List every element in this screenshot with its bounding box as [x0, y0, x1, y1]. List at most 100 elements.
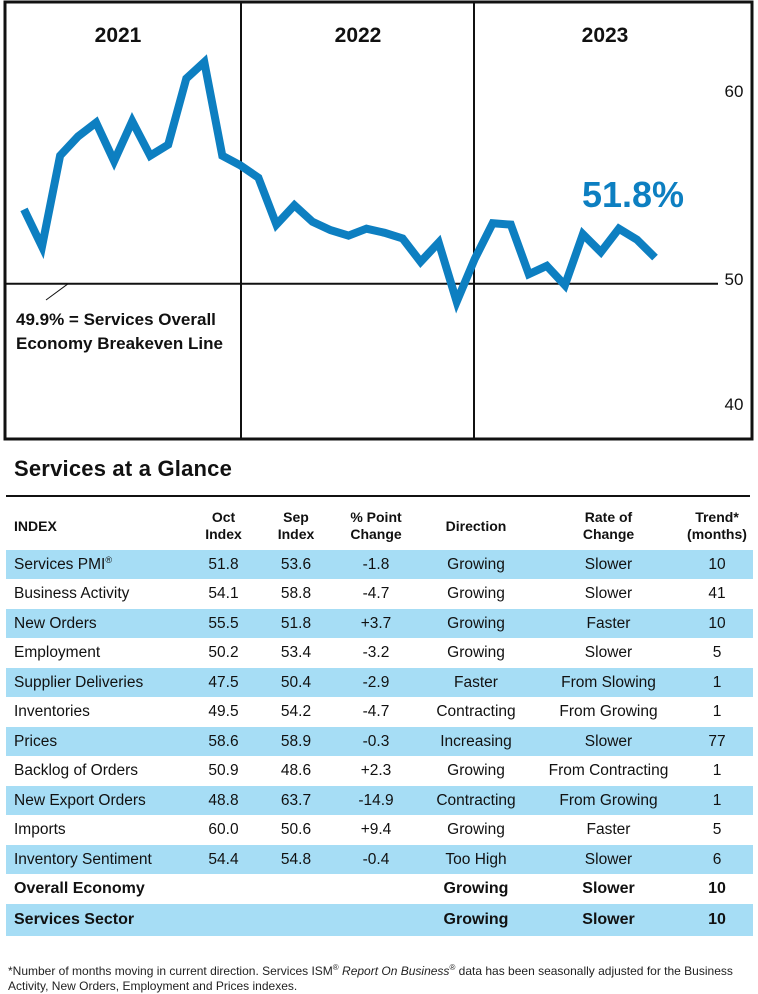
- cell-name: Prices: [6, 727, 191, 757]
- cell-change-text: -14.9: [358, 792, 393, 809]
- cell-trend: 1: [681, 668, 753, 698]
- cell-trend-text: 5: [713, 821, 722, 838]
- cell-oct: 60.0: [191, 815, 256, 845]
- cell-sep-text: 53.4: [281, 644, 311, 661]
- year-label-2021: 2021: [95, 24, 142, 47]
- cell-oct: 48.8: [191, 786, 256, 816]
- cell-direction: Increasing: [416, 727, 536, 757]
- cell-change: +9.4: [336, 815, 416, 845]
- cell-rate-text: Slower: [582, 880, 634, 897]
- cell-sep-text: 54.8: [281, 851, 311, 868]
- cell-oct-text: 50.9: [208, 762, 238, 779]
- cell-change: -0.4: [336, 845, 416, 875]
- cell-name: Overall Economy: [6, 874, 191, 904]
- cell-trend: 10: [681, 609, 753, 639]
- cell-oct: [191, 874, 256, 904]
- breakeven-label-leader: [46, 284, 68, 300]
- cell-direction: Contracting: [416, 697, 536, 727]
- cell-sep: [256, 904, 336, 937]
- cell-trend: 6: [681, 845, 753, 875]
- cell-oct: [191, 904, 256, 937]
- cell-trend-text: 1: [713, 762, 722, 779]
- header-change-line1: % Point: [350, 509, 401, 525]
- cell-rate-text: Faster: [587, 615, 631, 632]
- year-label-2022: 2022: [335, 24, 382, 47]
- cell-name-text: New Orders: [14, 615, 97, 632]
- y-tick-40: 40: [725, 395, 744, 414]
- cell-rate: Slower: [536, 550, 681, 580]
- cell-name-text: Prices: [14, 733, 57, 750]
- cell-trend-text: 10: [708, 556, 725, 573]
- breakeven-label-line2: Economy Breakeven Line: [16, 334, 223, 353]
- header-rate-line2: Change: [583, 526, 634, 542]
- cell-oct: 55.5: [191, 609, 256, 639]
- cell-trend: 77: [681, 727, 753, 757]
- cell-oct: 49.5: [191, 697, 256, 727]
- header-oct-line2: Index: [205, 526, 242, 542]
- header-trend: Trend*(months): [681, 505, 753, 550]
- cell-direction: Growing: [416, 579, 536, 609]
- cell-rate-text: Slower: [585, 851, 632, 868]
- cell-direction-text: Growing: [447, 821, 505, 838]
- cell-trend-text: 1: [713, 674, 722, 691]
- cell-rate: Slower: [536, 904, 681, 937]
- cell-direction: Growing: [416, 904, 536, 937]
- cell-trend: 1: [681, 756, 753, 786]
- footnote-reg1: ®: [333, 963, 339, 972]
- glance-title: Services at a Glance: [14, 456, 232, 482]
- header-change-line2: Change: [350, 526, 401, 542]
- cell-rate-text: From Growing: [559, 792, 657, 809]
- cell-rate: From Contracting: [536, 756, 681, 786]
- cell-trend: 10: [681, 550, 753, 580]
- cell-oct: 51.8: [191, 550, 256, 580]
- year-label-2023: 2023: [582, 24, 629, 47]
- cell-sep: 50.4: [256, 668, 336, 698]
- cell-sep: 48.6: [256, 756, 336, 786]
- cell-rate: Slower: [536, 638, 681, 668]
- cell-rate-text: From Growing: [559, 703, 657, 720]
- cell-name: Services Sector: [6, 904, 191, 937]
- cell-trend-text: 10: [708, 911, 726, 928]
- cell-change-text: -0.4: [363, 851, 390, 868]
- header-trend-line1: Trend*: [695, 509, 739, 525]
- cell-name: Inventory Sentiment: [6, 845, 191, 875]
- cell-change: -4.7: [336, 579, 416, 609]
- cell-direction: Growing: [416, 756, 536, 786]
- cell-name-text: Inventories: [14, 703, 90, 720]
- header-direction: Direction: [416, 505, 536, 550]
- cell-oct-text: 60.0: [208, 821, 238, 838]
- cell-rate: From Slowing: [536, 668, 681, 698]
- cell-direction-text: Faster: [454, 674, 498, 691]
- cell-sep: 51.8: [256, 609, 336, 639]
- cell-name-text: Overall Economy: [14, 880, 145, 897]
- cell-direction-text: Too High: [445, 851, 506, 868]
- cell-oct-text: 55.5: [208, 615, 238, 632]
- cell-change: [336, 904, 416, 937]
- cell-oct-text: 49.5: [208, 703, 238, 720]
- cell-sep: 53.6: [256, 550, 336, 580]
- cell-name-text: Inventory Sentiment: [14, 851, 152, 868]
- cell-oct: 47.5: [191, 668, 256, 698]
- cell-sep: 53.4: [256, 638, 336, 668]
- header-oct-line1: Oct: [212, 509, 235, 525]
- cell-sep-text: 58.9: [281, 733, 311, 750]
- cell-name: New Export Orders: [6, 786, 191, 816]
- cell-direction-text: Growing: [444, 911, 509, 928]
- cell-direction-text: Growing: [444, 880, 509, 897]
- cell-name-text: Supplier Deliveries: [14, 674, 143, 691]
- cell-name: Services PMI®: [6, 550, 191, 580]
- cell-sep-text: 58.8: [281, 585, 311, 602]
- cell-rate-text: Slower: [585, 585, 632, 602]
- cell-oct-text: 48.8: [208, 792, 238, 809]
- cell-direction: Growing: [416, 874, 536, 904]
- cell-trend: 10: [681, 904, 753, 937]
- cell-oct: 50.2: [191, 638, 256, 668]
